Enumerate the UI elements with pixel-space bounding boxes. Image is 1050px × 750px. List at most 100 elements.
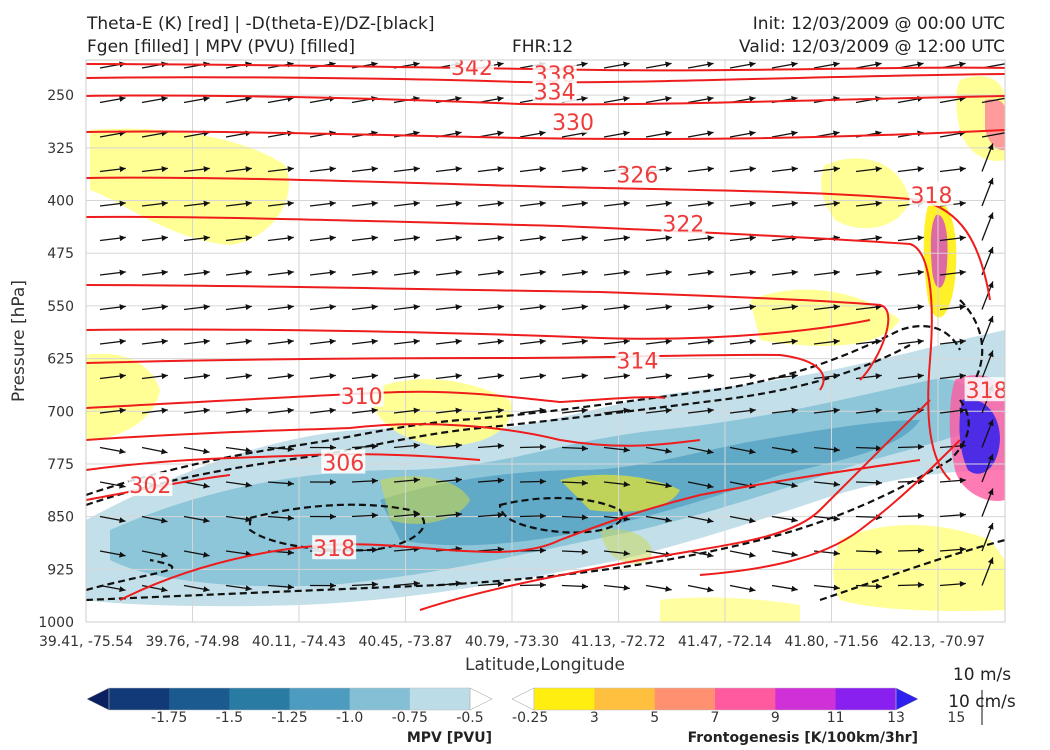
wind-arrow: [225, 373, 252, 380]
wind-arrow: [99, 269, 126, 276]
wind-arrow: [435, 373, 462, 380]
wind-arrow: [771, 446, 798, 454]
colorbar-tick-label: 11: [827, 710, 845, 726]
wind-arrow: [477, 338, 504, 345]
wind-arrow: [225, 584, 252, 592]
wind-arrow: [729, 61, 756, 69]
wind-arrow: [603, 269, 630, 276]
wind-arrow: [687, 446, 714, 455]
theta-e-contour: [86, 129, 1005, 141]
wind-arrow: [687, 584, 714, 593]
static-stability-contour: [498, 496, 623, 534]
contour-label-bg: [532, 78, 577, 103]
contour-label: 318: [910, 184, 952, 209]
wind-arrow: [603, 61, 630, 69]
contour-label: 342: [451, 56, 493, 81]
wind-arrow: [897, 512, 925, 519]
colorbar-tick-label: -1.0: [336, 710, 363, 726]
wind-arrow: [267, 407, 294, 414]
contour-label: 330: [552, 111, 594, 136]
wind-arrow: [687, 407, 714, 414]
wind-arrow: [477, 443, 504, 450]
wind-arrow: [687, 95, 714, 104]
contour-label: 334: [534, 81, 576, 106]
wind-arrow: [687, 338, 714, 345]
wind-arrow: [771, 550, 798, 558]
static-stability-contour: [86, 399, 970, 602]
wind-arrow: [99, 407, 126, 414]
colorbar-tick-label: 13: [887, 710, 905, 726]
contour-label-bg: [551, 108, 596, 133]
wind-arrow: [939, 477, 966, 484]
wind-arrow: [603, 95, 630, 104]
wind-arrow: [309, 373, 336, 380]
wind-arrow: [771, 130, 798, 138]
wind-arrow: [561, 514, 589, 521]
mpv-colorbar: -1.75 -1.5 -1.25 -1.0 -0.75 -0.5 -0.25: [86, 687, 548, 726]
x-tick-label: 41.80, -71.56: [784, 634, 878, 650]
wind-arrow: [813, 481, 840, 488]
title-line-2: Fgen [filled] | MPV (PVU) [filled]: [87, 37, 356, 57]
wind-arrow: [519, 166, 546, 173]
wind-arrow: [813, 304, 840, 311]
wind-arrow: [519, 582, 547, 589]
wind-arrow: [393, 373, 420, 380]
wind-arrow: [309, 444, 337, 451]
static-stability-contour: [86, 344, 911, 507]
wind-arrow: [939, 373, 966, 380]
y-tick-label: 925: [47, 562, 74, 578]
wind-arrow: [855, 445, 883, 452]
wind-arrow: [603, 373, 630, 380]
frontogenesis-colorbar: 3 5 7 9 11 13 15: [511, 687, 965, 726]
y-tick-label: 700: [47, 404, 74, 420]
title-line-1: Theta-E (K) [red] | -D(theta-E)/DZ-[blac…: [87, 14, 435, 34]
wind-arrow: [435, 407, 462, 414]
wind-arrow: [561, 235, 588, 242]
wind-arrow: [225, 481, 252, 488]
wind-arrow: [183, 446, 210, 455]
wind-arrow: [393, 269, 420, 276]
wind-arrow: [729, 550, 756, 558]
contour-label: 322: [662, 213, 704, 238]
wind-arrow: [477, 235, 504, 242]
wind-arrow: [729, 373, 756, 380]
wind-arrow: [981, 557, 994, 586]
wind-arrow: [519, 373, 546, 380]
contour-label-bg: [964, 377, 1005, 402]
wind-arrow: [309, 338, 336, 345]
colorbar-segment: [409, 688, 471, 710]
wind-arrow: [309, 304, 336, 311]
contour-label-bg: [661, 210, 706, 235]
contour-label: 318: [313, 537, 355, 562]
wind-arrow: [603, 550, 630, 557]
wind-arrow: [561, 269, 588, 276]
wind-arrow: [561, 479, 589, 486]
y-tick-label: 625: [47, 352, 74, 368]
wind-arrow: [267, 583, 294, 590]
wind-arrow: [981, 453, 994, 483]
wind-arrow: [435, 200, 462, 207]
wind-arrow: [519, 338, 546, 345]
wind-arrow: [351, 338, 378, 345]
fgen-fill-2: [821, 158, 910, 229]
theta-e-contour: [86, 453, 481, 471]
wind-arrow: [897, 338, 924, 345]
wind-arrow: [519, 269, 546, 276]
colorbar-end-left: [511, 687, 535, 711]
wind-arrow: [771, 407, 798, 414]
wind-arrow: [897, 443, 925, 450]
x-tick-label: 40.45, -73.87: [358, 634, 452, 650]
wind-arrow: [813, 200, 840, 207]
wind-arrow: [435, 477, 462, 484]
wind-arrow: [855, 373, 882, 380]
wind-arrow: [939, 580, 966, 587]
wind-arrow: [309, 166, 336, 173]
wind-arrow: [309, 513, 337, 520]
wind-arrow: [309, 479, 337, 486]
wind-arrow: [687, 304, 714, 311]
fgen-fill-4: [86, 353, 160, 440]
wind-arrow: [939, 511, 966, 518]
wind-arrow: [939, 269, 966, 276]
wind-arrow: [813, 269, 840, 276]
wind-arrow: [729, 584, 756, 593]
